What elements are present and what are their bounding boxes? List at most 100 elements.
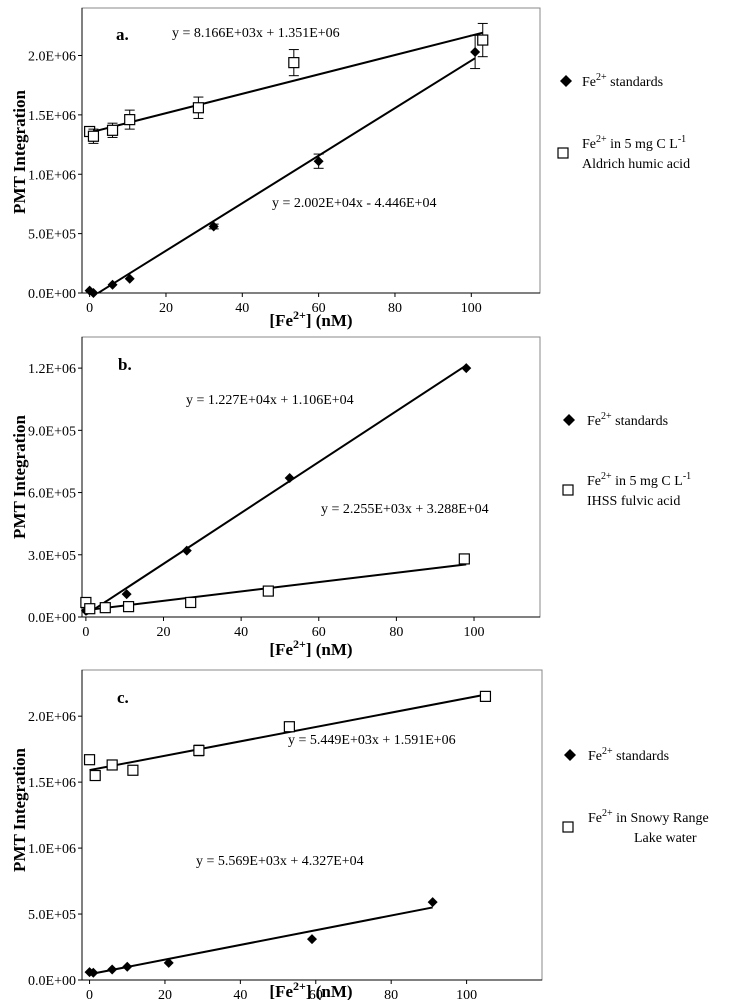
legend-c-sample-label-line2: Lake water: [634, 831, 697, 846]
panel-c-y-tick-label: 1.5E+06: [28, 776, 76, 791]
panel-c-sample-fit-line: [89, 693, 486, 772]
panel-c-x-tick-label: 20: [158, 988, 172, 1000]
legend-b-standards-marker: [563, 414, 575, 426]
panel-c-sample-point: [479, 690, 492, 702]
panel-c-sample-point: [127, 764, 139, 776]
panel-c-x-tick-label: 100: [456, 988, 477, 1000]
legend-a-sample-marker: [557, 147, 569, 159]
panel-b-sample-point: [99, 602, 111, 614]
panel-c-y-tick-label: 0.0E+00: [28, 974, 76, 989]
panel-a-standards-point: [88, 288, 99, 298]
panel-b-label: b.: [118, 355, 132, 374]
panel-b-sample-point: [84, 603, 96, 615]
panel-a-x-tick-label: 80: [388, 301, 402, 316]
panel-a-sample-point: [106, 124, 119, 136]
panel-c-marks: 0.0E+00 5.0E+05 1.0E+06 1.5E+06 2.0E+06 0 20 40…: [28, 670, 542, 1000]
panel-a-frame: [81, 7, 541, 294]
legend-c-standards-marker: [564, 749, 576, 761]
panel-a-x-axis-label: [Fe2+] (nM): [269, 308, 352, 330]
panel-b-standards-fit-line: [85, 364, 467, 616]
panel-a-y-tick-label: 2.0E+06: [28, 50, 76, 65]
legend-b-sample-label: Fe2+ in 5 mg C L-1: [587, 471, 691, 489]
panel-b-x-tick-label: 100: [464, 625, 485, 640]
panel-b-sample-point: [262, 585, 274, 597]
panel-c-standards-point: [427, 897, 438, 908]
panel-c-y-tick-label: 1.0E+06: [28, 842, 76, 857]
panel-a-fit-equation-sample: y = 8.166E+03x + 1.351E+06: [172, 26, 340, 41]
legend-a-standards-label: Fe2+ standards: [582, 72, 663, 90]
legend-c-sample-label: Fe2+ in Snowy Range: [588, 808, 709, 826]
panel-a-x-tick-label: 60: [312, 301, 326, 316]
legend-a-sample-label-line2: Aldrich humic acid: [582, 157, 690, 172]
panel-c-standards-point: [163, 957, 174, 968]
panel-c-standards-point: [307, 934, 317, 945]
panel-b-x-tick-label: 60: [312, 625, 326, 640]
panel-c-x-tick-label: 60: [309, 988, 323, 1000]
panel-a-y-axis-label: PMT Integration: [10, 90, 29, 214]
panel-c-y-tick-label: 2.0E+06: [28, 710, 76, 725]
panel-a-sample-point: [192, 102, 205, 114]
panel-a-x-tick-label: 100: [461, 301, 482, 316]
panel-a: 0.0E+00 5.0E+05 1.0E+06 1.5E+06 2.0E+06 0 20 40…: [10, 7, 541, 330]
legend-b-sample-marker: [562, 484, 574, 496]
panel-b-fit-equation-sample: y = 2.255E+03x + 3.288E+04: [321, 502, 489, 517]
panel-c-sample-point: [193, 744, 205, 757]
panel-c-sample-point: [283, 721, 295, 733]
panel-c-standards-point: [107, 964, 118, 975]
panel-b-sample-fit-line: [85, 563, 467, 612]
panel-a-y-tick-label: 0.0E+00: [28, 287, 76, 302]
panel-a-y-tick-label: 5.0E+05: [28, 228, 76, 243]
panel-b-x-tick-label: 0: [82, 625, 89, 640]
panel-b-y-tick-label: 9.0E+05: [28, 424, 76, 439]
panel-a-standards-point: [470, 46, 481, 57]
legend-c-standards-label: Fe2+ standards: [588, 746, 669, 764]
panel-a-sample-point: [288, 57, 300, 69]
legend-b-standards-label: Fe2+ standards: [587, 411, 668, 429]
panel-c-y-tick-label: 5.0E+05: [28, 908, 76, 923]
panel-a-y-tick-label: 1.5E+06: [28, 109, 76, 124]
panel-b-y-tick-label: 6.0E+05: [28, 487, 76, 502]
panel-c-x-tick-label: 0: [86, 988, 93, 1000]
panel-c-sample-point: [89, 769, 101, 782]
panel-c-sample-point: [83, 754, 96, 766]
panel-a-label: a.: [116, 25, 129, 44]
panel-a-sample-point: [124, 114, 136, 126]
panel-b-sample-point: [185, 596, 197, 609]
panel-c-fit-equation-sample: y = 5.449E+03x + 1.591E+06: [288, 733, 456, 748]
panel-b-marks: 0.0E+00 3.0E+05 6.0E+05 9.0E+05 1.2E+06 0 20 40…: [28, 337, 540, 640]
panel-b-y-axis-label: PMT Integration: [10, 415, 29, 539]
panel-b: 0.0E+00 3.0E+05 6.0E+05 9.0E+05 1.2E+06 0 20 40…: [10, 336, 541, 659]
panel-a-standards-point: [208, 221, 219, 232]
panel-b-sample-point: [122, 601, 135, 613]
panel-c-legend: Fe2+ standards Fe2+ in Snowy Range Lake …: [562, 746, 709, 846]
panel-a-sample-point: [477, 34, 489, 46]
panel-b-legend: Fe2+ standards Fe2+ in 5 mg C L-1 IHSS f…: [562, 411, 691, 509]
panel-a-y-tick-label: 1.0E+06: [28, 168, 76, 183]
panel-b-standards-point: [284, 473, 295, 484]
panel-b-x-tick-label: 40: [234, 625, 248, 640]
panel-b-fit-equation-standards: y = 1.227E+04x + 1.106E+04: [186, 393, 354, 408]
legend-b-sample-label-line2: IHSS fulvic acid: [587, 494, 680, 509]
panel-b-standards-point: [181, 545, 192, 556]
panel-a-standards-point: [107, 279, 118, 290]
panel-a-standards-fit-line: [97, 57, 476, 294]
panel-b-y-tick-label: 0.0E+00: [28, 611, 76, 626]
panel-c-sample-point: [106, 759, 118, 771]
panel-a-fit-equation-standards: y = 2.002E+04x - 4.446E+04: [272, 196, 436, 211]
panel-c-x-tick-label: 80: [384, 988, 398, 1000]
panel-a-marks: 0.0E+00 5.0E+05 1.0E+06 1.5E+06 2.0E+06 0 20 40…: [28, 8, 540, 316]
panel-b-x-axis-label: [Fe2+] (nM): [269, 637, 352, 659]
panel-c-frame: [81, 669, 543, 981]
panel-b-x-tick-label: 20: [157, 625, 171, 640]
panel-c-standards-point: [88, 967, 99, 978]
panel-b-y-tick-label: 1.2E+06: [28, 362, 76, 377]
legend-c-sample-marker: [562, 821, 574, 833]
panel-c: 0.0E+00 5.0E+05 1.0E+06 1.5E+06 2.0E+06 0 20 40…: [10, 669, 543, 1000]
panel-a-standards-point: [313, 156, 324, 167]
legend-a-standards-marker: [560, 75, 572, 87]
panel-b-y-tick-label: 3.0E+05: [28, 549, 76, 564]
panel-a-sample-fit-line: [89, 31, 483, 134]
panel-b-x-tick-label: 80: [389, 625, 403, 640]
panel-a-x-tick-label: 40: [235, 301, 249, 316]
